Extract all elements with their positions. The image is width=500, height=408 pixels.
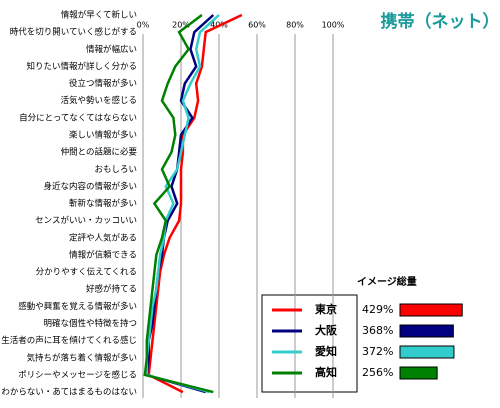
y-tick-label: 自分にとってなくてはならない [19, 112, 137, 123]
y-tick-label: 役立つ情報が多い [69, 78, 137, 89]
y-tick-label: 活気や勢いを感じる [60, 95, 137, 106]
y-tick-label: 明確な個性や特徴を持つ [43, 318, 137, 329]
total-bar [399, 345, 455, 359]
chart-title: 携帯（ネット） [381, 11, 500, 32]
y-tick-label: 仲間との話題に必要 [61, 147, 138, 158]
total-bar [399, 303, 463, 317]
y-tick-label: センスがいい・カッコいい [35, 215, 137, 226]
y-tick-label: ポリシーやメッセージを感じる [18, 369, 137, 380]
y-tick-label: 定評や人気がある [69, 232, 137, 243]
y-tick-label: 情報が幅広い [86, 44, 137, 55]
y-tick-label: 感動や興奮を覚える情報が多い [18, 301, 137, 312]
y-tick-label: 身近な内容の情報が多い [43, 181, 137, 192]
y-tick-label: 知りたい情報が詳しく分かる [26, 61, 137, 72]
y-tick-label: 気持ちが落ち着く情報が多い [26, 352, 137, 363]
series-line [145, 14, 220, 394]
y-tick-label: 情報が早くて新しい [61, 10, 137, 21]
x-tick-label: 20% [172, 21, 190, 30]
x-tick-label: 100% [322, 21, 345, 30]
total-label: 429% [362, 303, 393, 316]
y-tick-label: 楽しい情報が多い [69, 129, 137, 140]
y-tick-label: 斬新な情報が多い [69, 198, 137, 209]
y-tick-label: 時代を切り開いていく感じがする [10, 27, 137, 38]
legend-label: 高知 [315, 365, 337, 379]
legend-label: 愛知 [315, 344, 337, 358]
total-label: 256% [362, 366, 393, 379]
x-tick-label: 60% [248, 21, 266, 30]
total-label: 368% [362, 324, 393, 337]
series-line [147, 13, 243, 394]
y-tick-label: 好感が持てる [86, 284, 137, 295]
legend-label: 東京 [315, 302, 337, 316]
total-bar [399, 366, 438, 380]
y-tick-label: 生活者の声に耳を傾けてくれる感じ [1, 335, 137, 346]
y-tick-label: 分かりやすく伝えてくれる [36, 267, 137, 278]
legend-label: 大阪 [315, 323, 338, 337]
series-line [145, 14, 215, 394]
y-tick-label: 情報が信頼できる [69, 249, 137, 260]
y-tick-label: おもしろい [94, 165, 137, 175]
series-line [143, 14, 214, 394]
total-bar [399, 324, 454, 338]
totals-title: イメージ総量 [357, 275, 417, 288]
x-tick-label: 80% [286, 21, 304, 30]
y-tick-label: わからない・あてはまるものはない [1, 388, 137, 398]
total-label: 372% [362, 345, 393, 358]
x-tick-label: 0% [137, 21, 150, 30]
